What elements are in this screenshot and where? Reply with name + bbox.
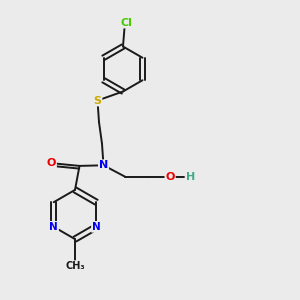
Text: N: N	[49, 222, 58, 232]
Text: H: H	[186, 172, 195, 182]
Text: O: O	[46, 158, 56, 169]
Text: O: O	[165, 172, 175, 182]
Text: N: N	[99, 160, 108, 170]
Text: N: N	[92, 222, 101, 232]
Text: CH₃: CH₃	[65, 261, 85, 271]
Text: Cl: Cl	[120, 17, 132, 28]
Text: S: S	[94, 95, 101, 106]
